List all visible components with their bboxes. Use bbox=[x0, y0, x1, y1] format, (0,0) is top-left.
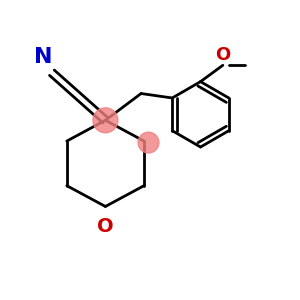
Circle shape bbox=[138, 132, 159, 153]
Text: N: N bbox=[34, 47, 53, 68]
Circle shape bbox=[93, 108, 118, 133]
Text: O: O bbox=[97, 217, 114, 236]
Text: O: O bbox=[215, 46, 230, 64]
